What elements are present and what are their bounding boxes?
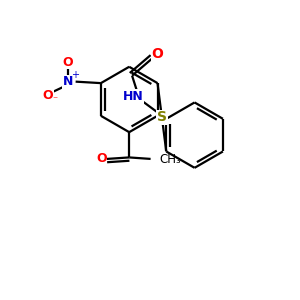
Text: HN: HN: [123, 90, 143, 103]
Text: O: O: [152, 47, 163, 61]
Text: ⁻: ⁻: [52, 95, 57, 105]
Text: +: +: [71, 70, 79, 80]
Text: S: S: [157, 110, 167, 124]
Text: N: N: [63, 75, 74, 88]
Text: CH₃: CH₃: [159, 153, 181, 166]
Text: O: O: [43, 88, 53, 101]
Text: O: O: [63, 56, 74, 69]
Text: O: O: [96, 152, 107, 165]
